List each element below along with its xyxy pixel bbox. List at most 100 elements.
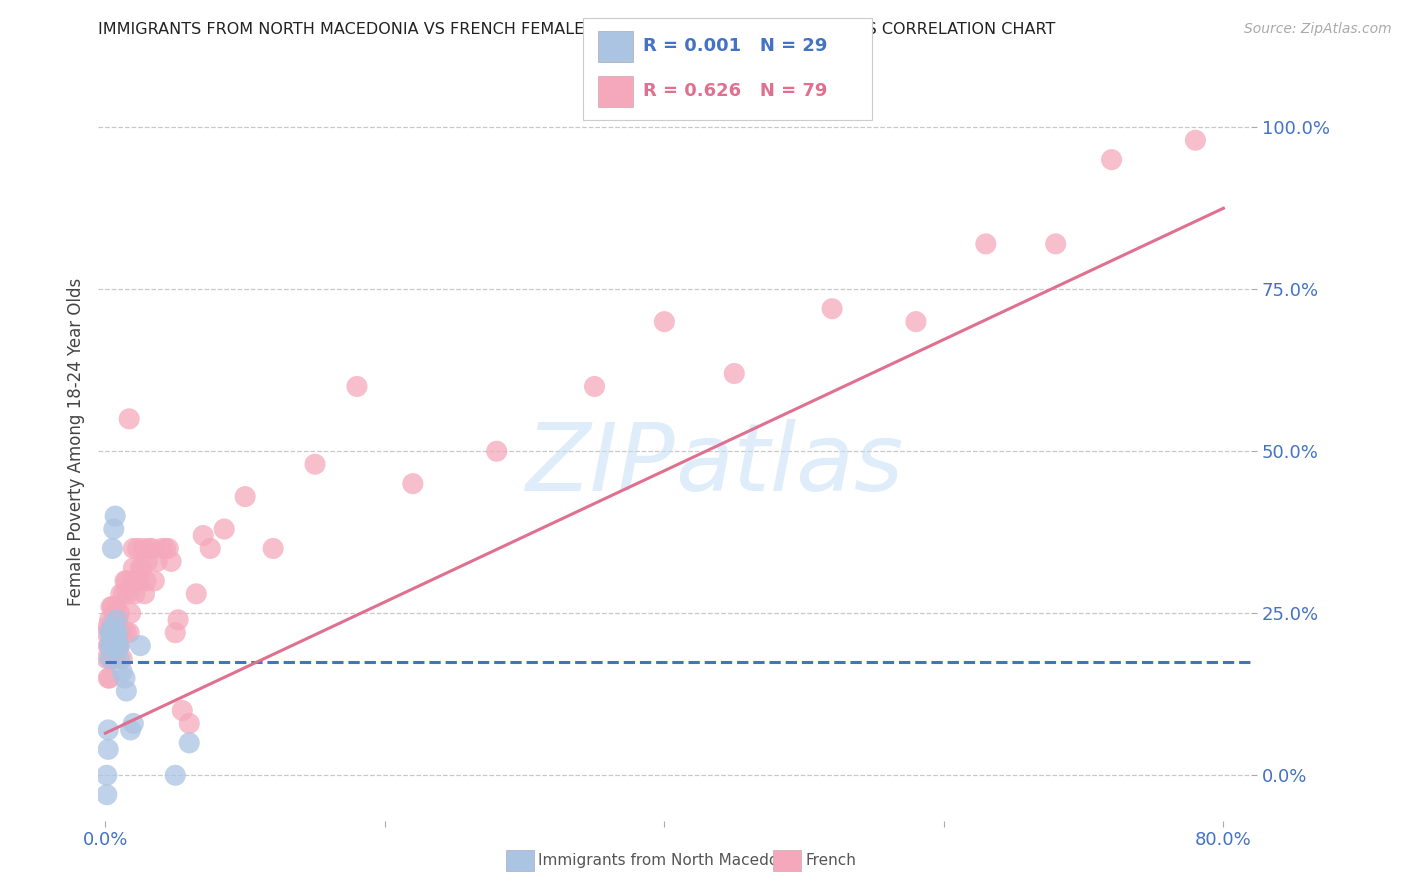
Point <box>233 490 256 504</box>
Point <box>165 768 187 782</box>
Point <box>101 625 124 640</box>
Text: R = 0.001   N = 29: R = 0.001 N = 29 <box>643 37 827 55</box>
Point <box>108 651 131 665</box>
Point <box>108 639 131 653</box>
Point <box>96 788 118 802</box>
Point <box>186 587 208 601</box>
Point <box>103 639 125 653</box>
Text: ZIP: ZIP <box>526 418 675 510</box>
Point <box>124 587 146 601</box>
Point <box>97 723 120 737</box>
Point <box>131 561 153 575</box>
Point <box>115 574 138 588</box>
Point <box>583 379 606 393</box>
Point <box>179 736 201 750</box>
Point <box>1101 153 1123 167</box>
Point <box>117 587 139 601</box>
Point <box>96 768 118 782</box>
Point <box>485 444 508 458</box>
Point <box>128 574 150 588</box>
Point <box>402 476 425 491</box>
Point <box>100 625 122 640</box>
Point <box>125 574 148 588</box>
Point <box>111 651 134 665</box>
Point <box>138 541 160 556</box>
Y-axis label: Female Poverty Among 18-24 Year Olds: Female Poverty Among 18-24 Year Olds <box>66 277 84 606</box>
Text: IMMIGRANTS FROM NORTH MACEDONIA VS FRENCH FEMALE POVERTY AMONG 18-24 YEAR OLDS C: IMMIGRANTS FROM NORTH MACEDONIA VS FRENC… <box>98 22 1056 37</box>
Point <box>97 671 120 685</box>
Point <box>101 625 124 640</box>
Point <box>165 625 187 640</box>
Point <box>111 625 134 640</box>
Point <box>723 367 745 381</box>
Point <box>97 639 120 653</box>
Point <box>97 742 120 756</box>
Point <box>129 639 152 653</box>
Point <box>155 541 177 556</box>
Point <box>98 639 121 653</box>
Point <box>107 639 129 653</box>
Point <box>114 574 136 588</box>
Point <box>104 651 127 665</box>
Point <box>96 625 118 640</box>
Text: R = 0.626   N = 79: R = 0.626 N = 79 <box>643 82 827 100</box>
Point <box>121 574 143 588</box>
Point <box>110 587 132 601</box>
Point <box>112 587 135 601</box>
Point <box>200 541 222 556</box>
Point <box>104 625 127 640</box>
Point <box>118 412 141 426</box>
Point <box>974 236 997 251</box>
Point <box>97 619 120 633</box>
Point <box>108 639 131 653</box>
Point <box>346 379 368 393</box>
Point <box>654 315 676 329</box>
Point <box>304 457 326 471</box>
Point <box>105 613 128 627</box>
Text: Immigrants from North Macedonia: Immigrants from North Macedonia <box>538 854 801 868</box>
Point <box>172 703 194 717</box>
Point <box>136 554 159 568</box>
Point <box>98 671 121 685</box>
Point <box>98 651 121 665</box>
Point <box>821 301 844 316</box>
Point <box>262 541 284 556</box>
Point <box>120 723 142 737</box>
Point <box>132 541 155 556</box>
Point <box>120 607 142 621</box>
Text: Source: ZipAtlas.com: Source: ZipAtlas.com <box>1244 22 1392 37</box>
Point <box>111 665 134 679</box>
Point <box>122 541 145 556</box>
Point <box>179 716 201 731</box>
Text: atlas: atlas <box>675 418 903 510</box>
Point <box>98 639 121 653</box>
Point <box>193 528 215 542</box>
Point <box>100 651 122 665</box>
Point <box>107 639 129 653</box>
Point <box>135 574 157 588</box>
Point <box>107 613 129 627</box>
Point <box>98 625 121 640</box>
Text: French: French <box>806 854 856 868</box>
Point <box>101 639 124 653</box>
Point <box>146 554 169 568</box>
Point <box>134 587 156 601</box>
Point <box>115 625 138 640</box>
Point <box>96 651 118 665</box>
Point <box>103 625 125 640</box>
Point <box>114 671 136 685</box>
Point <box>105 599 128 614</box>
Point <box>167 613 190 627</box>
Point <box>127 541 149 556</box>
Point <box>104 509 127 524</box>
Point <box>118 625 141 640</box>
Point <box>122 716 145 731</box>
Point <box>107 625 129 640</box>
Point <box>100 639 122 653</box>
Point <box>141 541 163 556</box>
Point <box>101 599 124 614</box>
Point <box>157 541 180 556</box>
Point <box>212 522 235 536</box>
Point <box>103 607 125 621</box>
Point <box>108 607 131 621</box>
